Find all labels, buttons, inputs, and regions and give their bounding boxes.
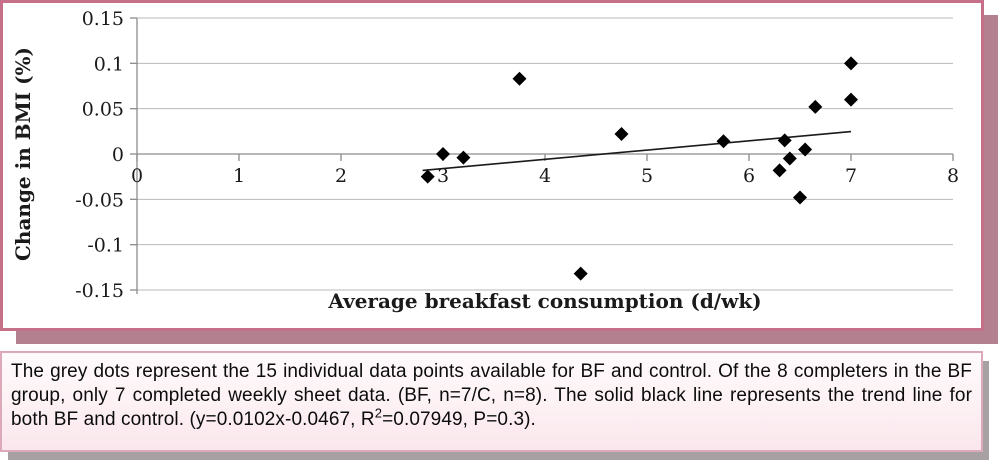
y-tick-label: 0.1 xyxy=(94,53,124,75)
y-tick-label: -0.15 xyxy=(75,280,124,302)
caption-text: The grey dots represent the 15 individua… xyxy=(11,360,972,432)
y-tick-label: 0 xyxy=(112,144,124,166)
y-tick-label: 0.15 xyxy=(82,8,124,30)
caption-segment-2: =0.07949, P=0.3). xyxy=(382,409,536,430)
caption-superscript: 2 xyxy=(374,405,383,421)
data-point-marker xyxy=(793,190,807,205)
data-point-marker xyxy=(782,151,797,166)
data-point-marker xyxy=(512,71,527,86)
x-tick-label: 4 xyxy=(539,165,551,187)
y-axis-title: Change in BMI (%) xyxy=(11,47,35,261)
data-point-marker xyxy=(777,133,792,148)
y-tick-label: -0.1 xyxy=(87,235,124,257)
x-axis-title: Average breakfast consumption (d/wk) xyxy=(327,289,761,313)
x-tick-label: 1 xyxy=(233,165,245,187)
data-point-marker xyxy=(436,147,450,161)
x-tick-label: 3 xyxy=(437,165,449,187)
x-tick-label: 5 xyxy=(641,165,653,187)
data-point-marker xyxy=(798,142,813,157)
x-tick-label: 2 xyxy=(335,165,347,187)
x-tick-label: 8 xyxy=(947,165,959,187)
data-point-marker xyxy=(456,150,471,165)
data-point-marker xyxy=(573,266,588,281)
x-tick-label: 6 xyxy=(743,165,755,187)
x-tick-label: 0 xyxy=(131,165,143,187)
data-point-marker xyxy=(844,56,858,71)
data-point-marker xyxy=(716,134,731,149)
data-point-marker xyxy=(614,127,629,142)
y-tick-label: -0.05 xyxy=(75,189,124,211)
data-point-marker xyxy=(772,163,787,178)
chart-panel: 0.15 0.1 0.05 0 -0.05 -0.1 -0.15 0 1 2 3 4 5 6 7 8 Chang… xyxy=(0,0,984,331)
x-tick-label: 7 xyxy=(845,165,857,187)
data-point-marker xyxy=(420,169,435,184)
y-tick-label: 0.05 xyxy=(82,99,124,121)
caption-segment-1: The grey dots represent the 15 individua… xyxy=(11,361,972,430)
data-point-marker xyxy=(844,92,858,107)
caption-panel: The grey dots represent the 15 individua… xyxy=(0,351,983,452)
scatter-chart: 0.15 0.1 0.05 0 -0.05 -0.1 -0.15 0 1 2 3 4 5 6 7 8 Chang… xyxy=(11,8,959,313)
trend-line xyxy=(422,130,852,172)
data-point-marker xyxy=(808,99,823,114)
